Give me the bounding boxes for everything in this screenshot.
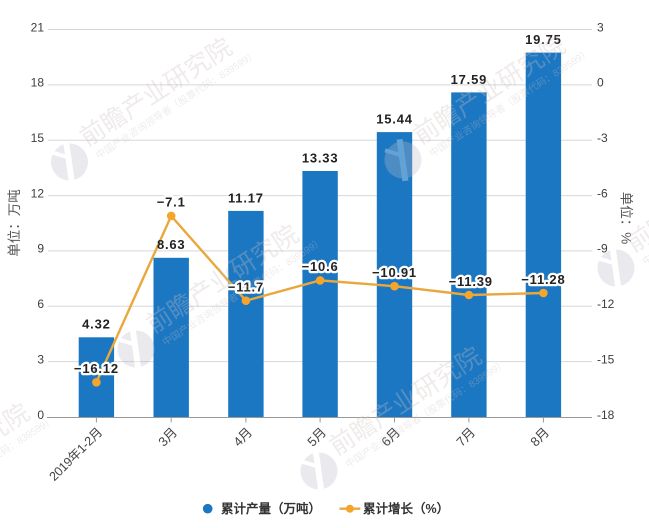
svg-text:-6: -6 — [597, 186, 608, 200]
svg-text:-3: -3 — [597, 131, 608, 145]
svg-text:0: 0 — [597, 76, 604, 90]
svg-text:12: 12 — [31, 186, 45, 200]
svg-text:11.17: 11.17 — [228, 190, 264, 205]
svg-text:单位：万吨: 单位：万吨 — [7, 189, 22, 257]
svg-text:6: 6 — [37, 297, 44, 311]
svg-text:0: 0 — [37, 408, 44, 422]
svg-text:−7.1: −7.1 — [157, 195, 186, 210]
svg-text:−10.6: −10.6 — [302, 259, 339, 274]
svg-text:-15: -15 — [597, 352, 615, 366]
svg-text:18: 18 — [31, 76, 45, 90]
svg-text:9: 9 — [37, 242, 44, 256]
svg-text:15.44: 15.44 — [376, 112, 413, 127]
svg-text:−16.12: −16.12 — [74, 361, 119, 376]
svg-text:累计产量（万吨）: 累计产量（万吨） — [221, 501, 321, 516]
svg-text:-9: -9 — [597, 242, 608, 256]
svg-text:−10.91: −10.91 — [372, 265, 417, 280]
svg-text:15: 15 — [31, 131, 45, 145]
svg-text:−11.28: −11.28 — [521, 272, 565, 287]
svg-text:累计增长（%）: 累计增长（%） — [363, 501, 449, 516]
svg-text:−11.39: −11.39 — [449, 274, 493, 289]
svg-text:-12: -12 — [597, 297, 615, 311]
svg-text:21: 21 — [31, 20, 45, 34]
svg-text:3: 3 — [597, 20, 604, 34]
svg-text:3: 3 — [37, 352, 44, 366]
svg-text:4.32: 4.32 — [82, 317, 111, 332]
svg-text:13.33: 13.33 — [302, 150, 339, 165]
svg-text:8.63: 8.63 — [157, 237, 186, 252]
svg-text:-18: -18 — [597, 408, 615, 422]
